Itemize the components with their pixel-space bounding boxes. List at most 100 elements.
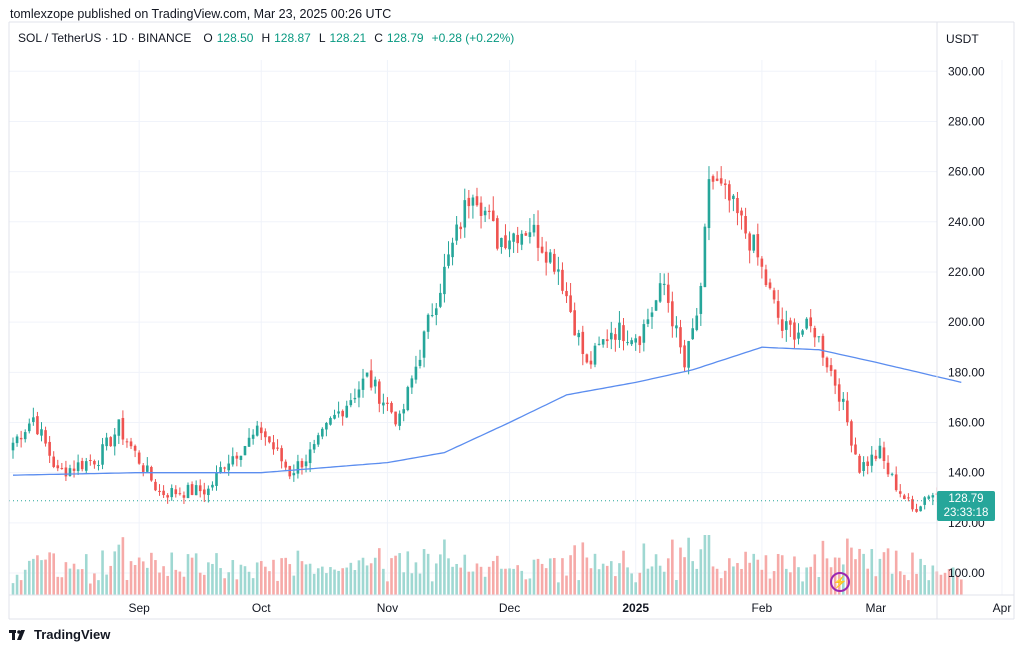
candle-body xyxy=(443,266,446,295)
volume-bar xyxy=(247,571,251,595)
volume-bar xyxy=(394,555,397,595)
candle-body xyxy=(748,233,751,251)
candle-body xyxy=(89,460,92,462)
candle-body xyxy=(772,290,776,300)
candle-body xyxy=(259,427,263,434)
volume-bar xyxy=(658,565,662,595)
volume-bar xyxy=(101,550,104,595)
candle-body xyxy=(146,465,149,472)
volume-bar xyxy=(48,552,51,595)
volume-bar xyxy=(89,583,92,595)
volume-bar xyxy=(919,558,922,595)
volume-bar xyxy=(801,581,804,595)
volume-bar xyxy=(402,572,406,595)
volume-bar xyxy=(882,552,886,595)
candle-body xyxy=(76,462,80,472)
volume-bar xyxy=(418,573,422,595)
candle-body xyxy=(97,465,100,467)
candle-body xyxy=(760,258,764,267)
volume-bar xyxy=(687,537,690,595)
volume-bar xyxy=(64,562,68,595)
volume-bar xyxy=(272,559,275,595)
volume-bar xyxy=(764,555,768,595)
candle-body xyxy=(850,421,853,446)
volume-bar xyxy=(638,572,642,595)
candle-body xyxy=(231,456,235,465)
volume-bar xyxy=(280,558,283,595)
volume-bar xyxy=(231,560,235,595)
candle-body xyxy=(841,398,845,402)
candle-body xyxy=(325,422,328,430)
candle-body xyxy=(300,460,304,468)
bar-countdown: 23:33:18 xyxy=(943,507,989,519)
y-tick-label: 220.00 xyxy=(948,265,985,279)
volume-bar xyxy=(703,535,707,595)
candle-body xyxy=(740,210,743,216)
volume-bar xyxy=(923,565,926,595)
candle-body xyxy=(365,372,369,377)
candle-body xyxy=(654,300,658,311)
candle-body xyxy=(728,184,731,201)
candle-body xyxy=(162,490,165,496)
symbol-name[interactable]: SOL / TetherUS · 1D · BINANCE xyxy=(18,31,192,45)
volume-bar xyxy=(785,568,788,595)
volume-bar xyxy=(532,559,536,595)
candle-body xyxy=(56,465,60,469)
volume-bar xyxy=(194,553,198,595)
candle-body xyxy=(679,327,682,348)
volume-bar xyxy=(11,583,15,595)
volume-bar xyxy=(113,551,117,595)
volume-bar xyxy=(898,571,902,595)
volume-bar xyxy=(569,555,572,595)
volume-bar xyxy=(27,560,31,595)
candle-body xyxy=(732,195,735,200)
volume-bar xyxy=(105,574,108,595)
candle-body xyxy=(451,242,454,258)
candle-body xyxy=(504,235,507,249)
candle-body xyxy=(911,499,914,510)
candle-body xyxy=(312,444,316,450)
candle-body xyxy=(390,402,393,413)
y-tick-label: 200.00 xyxy=(948,315,985,329)
volume-bar xyxy=(894,550,898,595)
candle-body xyxy=(540,246,544,253)
candle-body xyxy=(601,339,605,345)
candle-body xyxy=(638,336,642,346)
volume-bar xyxy=(943,572,947,595)
volume-bar xyxy=(292,575,296,595)
volume-bar xyxy=(939,574,943,595)
candle-body xyxy=(520,233,524,245)
candle-body xyxy=(915,508,918,512)
volume-bar xyxy=(630,573,633,595)
candle-body xyxy=(561,269,564,291)
candle-body xyxy=(467,197,471,207)
tradingview-brand: TradingView xyxy=(34,627,111,642)
volume-bar xyxy=(467,571,471,595)
candle-body xyxy=(870,454,874,466)
candle-body xyxy=(789,320,792,325)
x-tick-label: Feb xyxy=(752,601,773,615)
volume-bar xyxy=(850,547,853,595)
volume-bar xyxy=(711,566,715,595)
volume-bar xyxy=(296,550,300,595)
currency-label[interactable]: USDT xyxy=(946,32,979,46)
lightning-icon[interactable]: ⚡ xyxy=(830,572,850,592)
volume-bar xyxy=(264,566,267,595)
candle-body xyxy=(186,484,190,499)
volume-bar xyxy=(793,556,796,595)
volume-bar xyxy=(390,558,393,595)
volume-bar xyxy=(654,554,658,595)
volume-bar xyxy=(548,558,552,595)
candle-body xyxy=(101,444,104,465)
candle-body xyxy=(223,467,226,469)
volume-bar xyxy=(316,568,320,595)
volume-bar xyxy=(634,582,638,595)
volume-bar xyxy=(520,570,524,595)
volume-bar xyxy=(284,557,287,595)
volume-bar xyxy=(80,569,84,595)
candle-body xyxy=(141,465,145,472)
candle-body xyxy=(182,495,186,498)
candle-body xyxy=(353,397,357,400)
volume-bar xyxy=(133,565,137,595)
